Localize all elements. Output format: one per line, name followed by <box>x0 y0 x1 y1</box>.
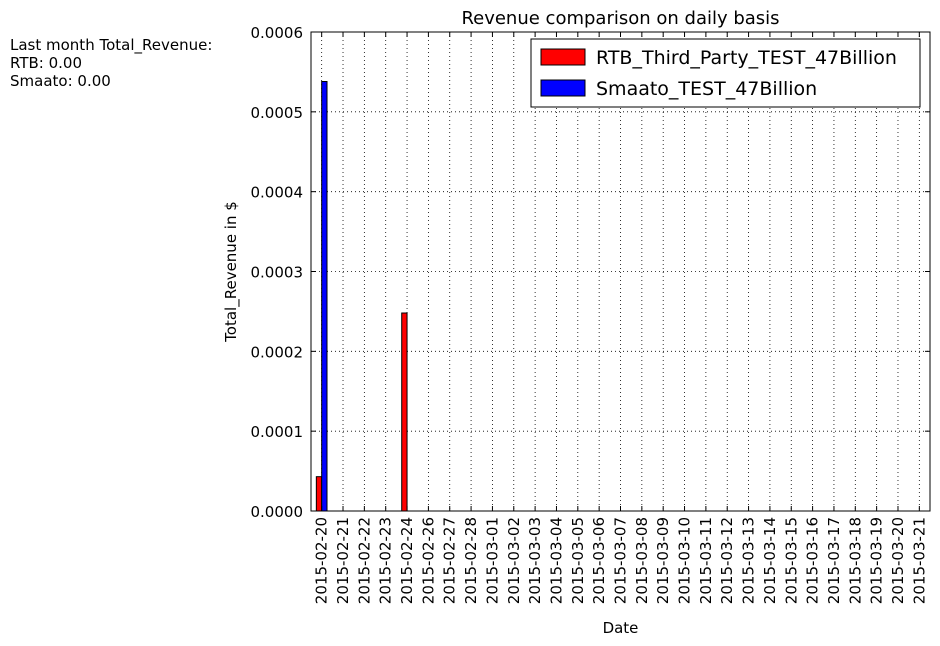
chart-title: Revenue comparison on daily basis <box>461 8 779 29</box>
bar-rtb-third-party-test-47billion-2015-02-20 <box>315 476 323 512</box>
x-tick-label: 2015-03-09 <box>654 517 672 604</box>
x-tick-label: 2015-03-21 <box>910 517 928 604</box>
y-axis-label: Total_Revenue in $ <box>222 201 241 343</box>
x-axis-label: Date <box>603 619 639 637</box>
x-tick-label: 2015-03-03 <box>526 517 544 604</box>
x-tick-label: 2015-03-07 <box>612 517 630 604</box>
x-tick-label: 2015-03-14 <box>761 517 779 604</box>
axis-ticks: 0.0000 0.0001 0.0002 0.0003 0.0004 0.0005 0.00… <box>251 24 930 604</box>
x-tick-label: 2015-03-08 <box>633 517 651 604</box>
y-tick-label: 0.0006 <box>251 24 304 42</box>
x-tick-label: 2015-03-05 <box>569 517 587 604</box>
x-tick-label: 2015-02-28 <box>462 517 480 604</box>
x-tick-label: 2015-02-22 <box>355 517 373 604</box>
x-tick-label: 2015-03-17 <box>825 517 843 604</box>
x-tick-label: 2015-02-27 <box>441 517 459 604</box>
x-tick-label: 2015-02-26 <box>419 517 437 604</box>
bar-smaato-test-47billion-2015-02-20 <box>321 80 328 512</box>
x-tick-label: 2015-03-16 <box>804 517 822 604</box>
x-tick-label: 2015-03-20 <box>889 517 907 604</box>
summary-smaato: Smaato: 0.00 <box>10 72 111 90</box>
x-tick-label: 2015-03-15 <box>782 517 800 604</box>
x-tick-label: 2015-02-20 <box>313 517 331 604</box>
x-tick-label: 2015-03-18 <box>846 517 864 604</box>
x-tick-label: 2015-03-10 <box>676 517 694 604</box>
x-tick-label: 2015-03-02 <box>505 517 523 604</box>
x-tick-label: 2015-03-19 <box>868 517 886 604</box>
summary-rtb: RTB: 0.00 <box>10 54 83 72</box>
summary-heading: Last month Total_Revenue: <box>10 36 213 54</box>
x-tick-label: 2015-03-12 <box>718 517 736 604</box>
x-tick-label: 2015-03-01 <box>483 517 501 604</box>
x-tick-label: 2015-03-11 <box>697 517 715 604</box>
legend: RTB_Third_Party_TEST_47Billion Smaato_TES… <box>530 38 921 108</box>
y-tick-label: 0.0002 <box>251 343 304 361</box>
x-tick-label: 2015-02-24 <box>398 517 416 604</box>
x-tick-label: 2015-03-13 <box>740 517 758 604</box>
bar-rtb-third-party-test-47billion-2015-02-24 <box>401 312 408 512</box>
last-month-summary: Last month Total_Revenue: RTB: 0.00 Smaa… <box>10 36 212 90</box>
x-tick-label: 2015-02-21 <box>334 517 352 604</box>
x-tick-label: 2015-03-04 <box>547 517 565 604</box>
legend-swatch <box>540 79 586 97</box>
legend-box <box>530 38 921 108</box>
y-tick-label: 0.0005 <box>251 104 304 122</box>
legend-label: RTB_Third_Party_TEST_47Billion <box>596 47 897 69</box>
y-tick-label: 0.0001 <box>251 423 304 441</box>
y-tick-label: 0.0004 <box>251 184 304 202</box>
x-tick-label: 2015-02-23 <box>377 517 395 604</box>
y-tick-label: 0.0003 <box>251 264 304 282</box>
legend-label: Smaato_TEST_47Billion <box>596 78 817 100</box>
bars <box>315 80 408 512</box>
y-tick-label: 0.0000 <box>251 503 304 521</box>
x-tick-label: 2015-03-06 <box>590 517 608 604</box>
legend-swatch <box>540 48 586 66</box>
